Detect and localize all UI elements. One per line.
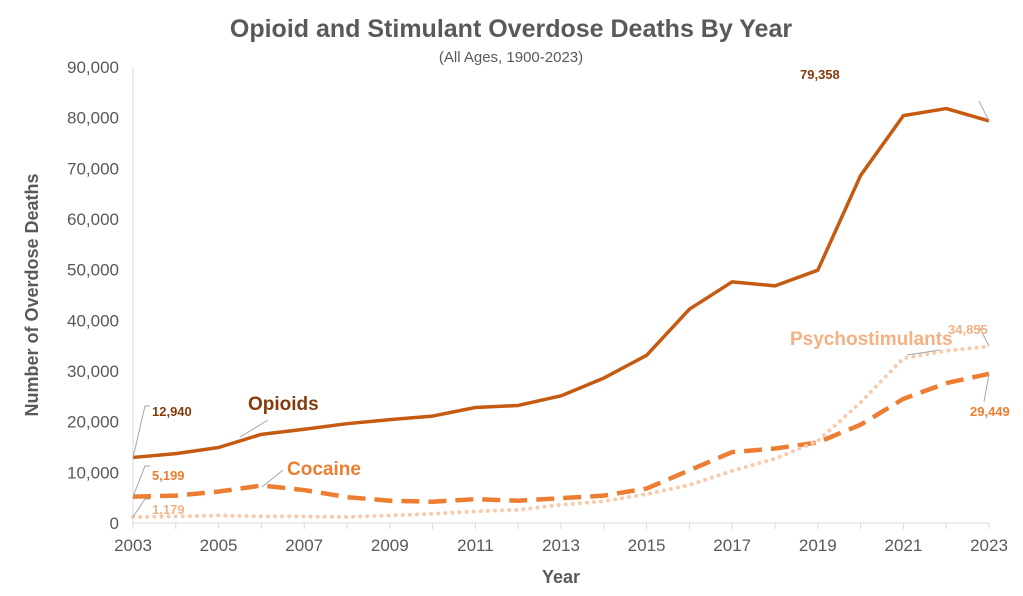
x-tick-label: 2005 bbox=[200, 536, 238, 555]
x-axis-label: Year bbox=[542, 567, 580, 587]
x-tick-label: 2009 bbox=[371, 536, 409, 555]
data-label-start: 1,179 bbox=[152, 502, 185, 517]
leader-line bbox=[983, 373, 990, 402]
data-label-start: 5,199 bbox=[152, 468, 185, 483]
y-tick-label: 10,000 bbox=[67, 463, 119, 482]
y-tick-label: 90,000 bbox=[67, 58, 119, 77]
y-axis-label: Number of Overdose Deaths bbox=[22, 173, 42, 416]
data-label-end: 29,449 bbox=[970, 404, 1010, 419]
y-tick-label: 20,000 bbox=[67, 413, 119, 432]
y-tick-label: 70,000 bbox=[67, 159, 119, 178]
leader-line bbox=[261, 469, 284, 488]
chart-title: Opioid and Stimulant Overdose Deaths By … bbox=[230, 15, 792, 43]
y-tick-label: 40,000 bbox=[67, 311, 119, 330]
leader-line bbox=[132, 465, 150, 497]
x-tick-label: 2015 bbox=[628, 536, 666, 555]
series-line-cocaine bbox=[132, 371, 990, 504]
data-label-start: 12,940 bbox=[152, 404, 192, 419]
x-tick-label: 2017 bbox=[713, 536, 751, 555]
x-tick-label: 2003 bbox=[114, 536, 152, 555]
series-line-psychostimulants bbox=[131, 344, 991, 520]
y-tick-label: 60,000 bbox=[67, 210, 119, 229]
x-tick-label: 2011 bbox=[457, 536, 494, 555]
data-label-end: 79,358 bbox=[800, 67, 840, 82]
leader-line bbox=[132, 498, 150, 518]
y-tick-label: 0 bbox=[110, 514, 119, 533]
series-label-opioids: Opioids bbox=[248, 394, 319, 415]
chart-subtitle: (All Ages, 1900-2023) bbox=[439, 49, 583, 66]
y-tick-label: 80,000 bbox=[67, 109, 119, 128]
y-tick-label: 50,000 bbox=[67, 261, 119, 280]
series-label-psychostimulants: Psychostimulants bbox=[790, 329, 953, 350]
x-tick-label: 2021 bbox=[884, 536, 922, 555]
x-tick-label: 2019 bbox=[799, 536, 837, 555]
series-label-cocaine: Cocaine bbox=[287, 459, 361, 480]
series-line-opioids bbox=[132, 106, 990, 460]
data-label-end: 34,855 bbox=[948, 322, 988, 337]
leader-line bbox=[132, 405, 150, 458]
leader-line bbox=[978, 326, 990, 347]
x-tick-label: 2023 bbox=[970, 536, 1008, 555]
leader-line bbox=[978, 100, 990, 122]
y-tick-label: 30,000 bbox=[67, 362, 119, 381]
x-tick-label: 2013 bbox=[542, 536, 580, 555]
leader-line bbox=[906, 349, 941, 356]
leader-line bbox=[239, 419, 269, 438]
x-tick-label: 2007 bbox=[285, 536, 323, 555]
